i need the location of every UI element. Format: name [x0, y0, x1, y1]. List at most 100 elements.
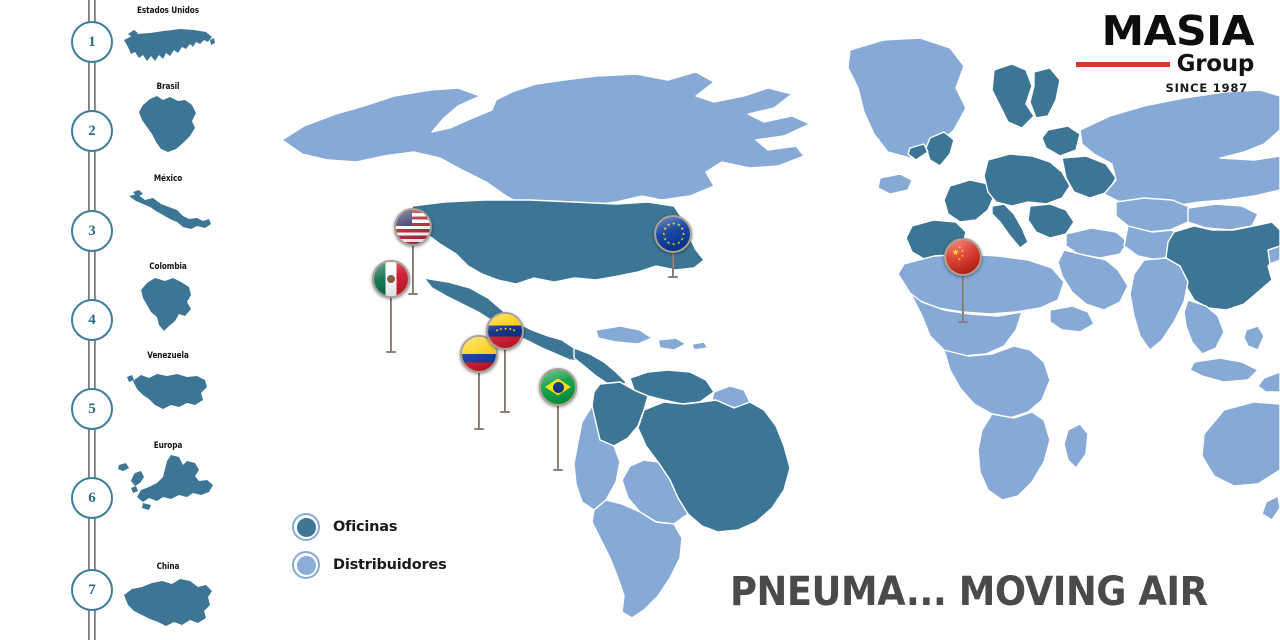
timeline-node-7[interactable]: 7	[71, 569, 113, 611]
region-philippines	[1243, 325, 1265, 351]
legend-item-distribuidores[interactable]: Distribuidores	[292, 546, 447, 584]
map-pin-mexico[interactable]	[372, 260, 410, 353]
china-shape-icon	[108, 573, 228, 635]
region-balkans	[1027, 203, 1075, 239]
region-mongolia	[1187, 203, 1259, 231]
timeline-node-number: 6	[88, 489, 96, 506]
map-pin-brasil[interactable]	[539, 368, 577, 471]
timeline-node-6[interactable]: 6	[71, 477, 113, 519]
pin-stem	[957, 268, 969, 323]
region-west-africa	[897, 273, 1023, 357]
region-indonesia	[1189, 357, 1259, 383]
timeline-node-2[interactable]: 2	[71, 110, 113, 152]
region-southern-africa	[977, 411, 1051, 501]
region-kazakhstan	[1115, 197, 1193, 233]
region-russia	[1079, 89, 1280, 207]
pin-stem	[407, 238, 419, 295]
region-united-states	[411, 199, 705, 285]
country-timeline-sidebar: 1 2 3 4 5 6 7 Estados Unidos Brasil Méxi…	[0, 0, 230, 640]
world-map[interactable]	[244, 10, 1280, 630]
region-new-guinea	[1257, 371, 1280, 393]
region-france	[943, 179, 995, 223]
timeline-item-label: Brasil	[156, 82, 180, 92]
timeline-node-1[interactable]: 1	[71, 21, 113, 63]
region-new-zealand	[1261, 495, 1280, 521]
timeline-item-venezuela[interactable]: Venezuela	[108, 351, 228, 424]
region-middle-east	[1057, 249, 1129, 311]
map-pin-europa[interactable]	[654, 215, 692, 278]
europe-shape-icon	[108, 452, 228, 514]
timeline-item-label: Estados Unidos	[137, 6, 199, 16]
legend-item-oficinas[interactable]: Oficinas	[292, 508, 447, 546]
flag-eu-icon	[654, 215, 692, 253]
timeline-item-label: China	[156, 562, 180, 572]
timeline-item-label: Europa	[153, 441, 183, 451]
flag-us-icon	[394, 208, 432, 246]
region-turkey-caucasus	[1065, 227, 1129, 259]
region-iceland	[877, 173, 913, 195]
region-korea-japan	[1267, 245, 1280, 265]
timeline-item-estados-unidos[interactable]: Estados Unidos	[108, 6, 228, 79]
logo-red-bar-icon	[1076, 62, 1170, 68]
colombia-shape-icon	[108, 273, 228, 335]
region-canada	[281, 71, 811, 209]
timeline-node-5[interactable]: 5	[71, 388, 113, 430]
timeline-node-number: 2	[88, 122, 96, 139]
region-puerto-rico	[691, 341, 709, 351]
region-uk-ireland	[907, 131, 955, 167]
timeline-node-number: 7	[88, 581, 96, 598]
logo-group-row: Group	[1076, 53, 1254, 76]
region-hispaniola	[657, 337, 687, 351]
timeline-item-china[interactable]: China	[108, 562, 228, 635]
timeline-node-number: 3	[88, 222, 96, 239]
map-pin-china[interactable]	[944, 238, 982, 323]
region-central-europe	[983, 153, 1071, 207]
timeline-item-colombia[interactable]: Colombia	[108, 262, 228, 335]
region-madagascar	[1063, 423, 1089, 469]
flag-cn-icon	[944, 238, 982, 276]
region-italy	[991, 203, 1029, 249]
timeline-item-brasil[interactable]: Brasil	[108, 82, 228, 155]
masia-group-logo[interactable]: MASIA Group SINCE 1987	[1076, 10, 1255, 96]
usa-shape-icon	[108, 17, 228, 79]
region-finland	[1029, 67, 1061, 119]
timeline-item-label: Colombia	[149, 262, 187, 272]
timeline-node-number: 4	[88, 311, 96, 328]
region-scandinavia	[991, 63, 1035, 129]
logo-subword: Group	[1176, 51, 1255, 78]
pin-stem	[473, 365, 485, 430]
map-legend: Oficinas Distribuidores	[292, 508, 447, 584]
map-pin-venezuela[interactable]	[486, 312, 524, 413]
pin-stem	[385, 290, 397, 353]
timeline-item-europa[interactable]: Europa	[108, 441, 228, 514]
timeline-item-mexico[interactable]: México	[108, 174, 228, 247]
timeline-node-number: 5	[88, 400, 96, 417]
venezuela-shape-icon	[108, 362, 228, 424]
pin-stem	[667, 245, 679, 278]
timeline-item-label: México	[153, 174, 183, 184]
logo-wordmark: MASIA	[1101, 7, 1255, 55]
timeline-node-number: 1	[88, 33, 96, 50]
flag-ve-icon	[486, 312, 524, 350]
region-india	[1129, 257, 1189, 351]
mexico-shape-icon	[108, 185, 228, 247]
pin-stem	[552, 398, 564, 471]
legend-label: Distribuidores	[333, 557, 447, 573]
timeline-node-4[interactable]: 4	[71, 299, 113, 341]
pin-stem	[499, 342, 511, 413]
logo-since: SINCE 1987	[1165, 81, 1248, 96]
region-australia	[1201, 401, 1280, 487]
legend-dot-distribuidores-icon	[292, 551, 320, 579]
brazil-shape-icon	[108, 93, 228, 155]
region-central-africa	[943, 345, 1051, 419]
flag-br-icon	[539, 368, 577, 406]
timeline-node-3[interactable]: 3	[71, 210, 113, 252]
region-indochina	[1183, 299, 1225, 355]
region-caribbean	[595, 325, 653, 345]
timeline-item-label: Venezuela	[147, 351, 189, 361]
flag-mx-icon	[372, 260, 410, 298]
region-baltic	[1041, 125, 1081, 157]
region-chile-argentina	[591, 499, 683, 619]
legend-label: Oficinas	[333, 519, 398, 535]
